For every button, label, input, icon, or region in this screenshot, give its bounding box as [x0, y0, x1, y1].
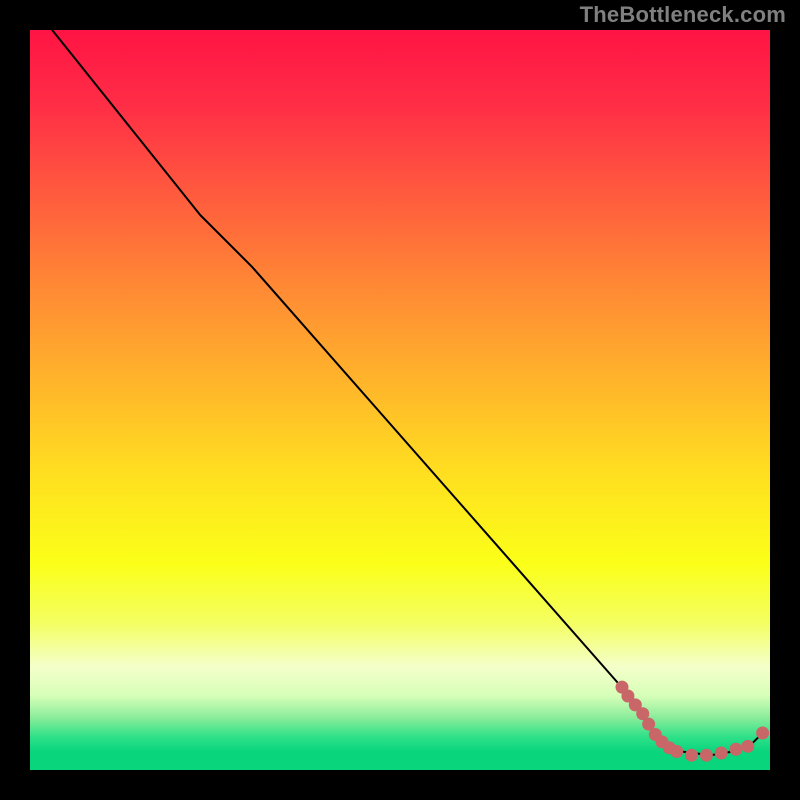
- figure-root: TheBottleneck.com: [0, 0, 800, 800]
- data-marker: [729, 743, 742, 756]
- data-marker: [756, 727, 769, 740]
- data-marker: [715, 746, 728, 759]
- data-marker: [700, 749, 713, 762]
- chart-svg: [30, 30, 770, 770]
- data-marker: [685, 749, 698, 762]
- data-marker: [670, 745, 683, 758]
- chart-area: [30, 30, 770, 770]
- watermark-text: TheBottleneck.com: [580, 2, 786, 28]
- data-marker: [741, 740, 754, 753]
